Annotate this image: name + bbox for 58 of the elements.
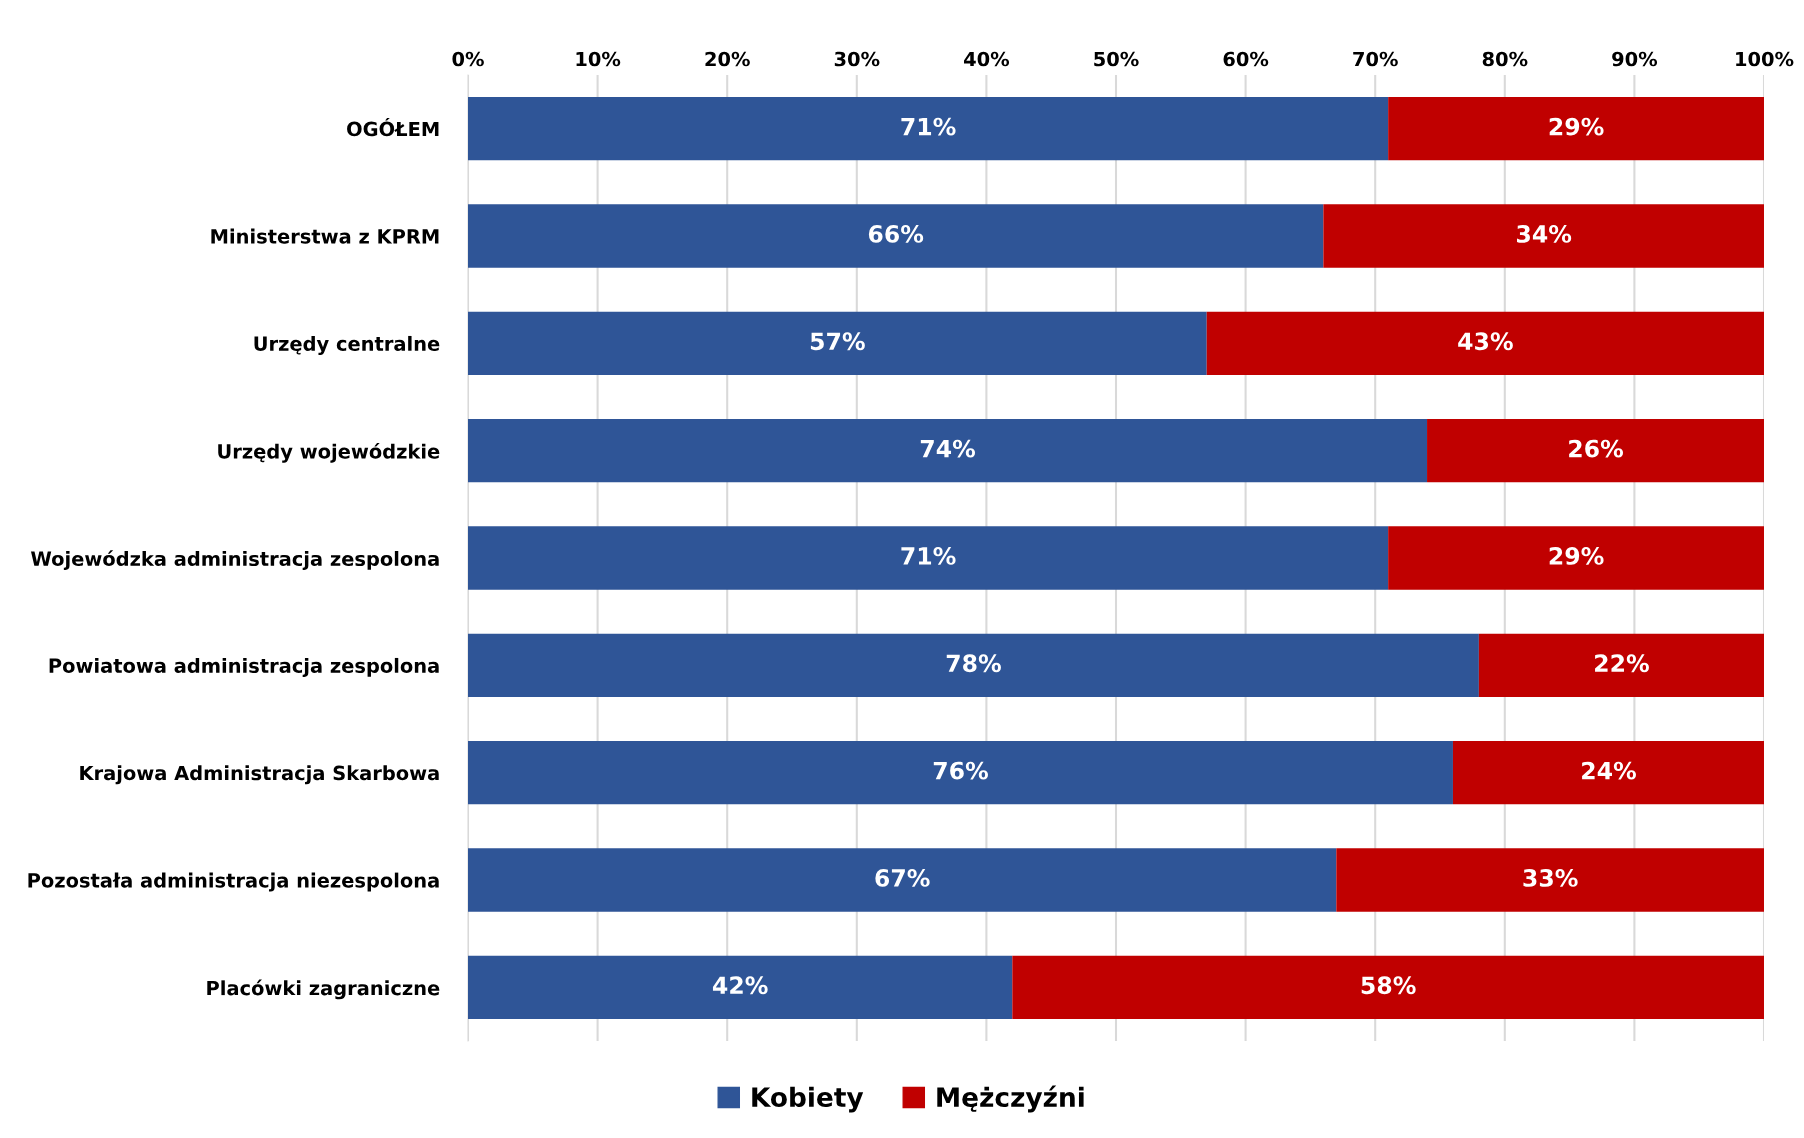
bar [468,204,1324,268]
bar [468,311,1207,375]
text: 58% [1361,976,1416,995]
x-tick-label: 0% [452,51,484,67]
bar [468,526,1389,590]
x-tick-label: 30% [834,51,880,67]
text: 29% [1549,117,1604,136]
text: 24% [1582,761,1636,780]
text: 74% [920,439,976,458]
y-tick-label: OGÓŁEM [347,118,439,137]
y-tick-label: Wojewódzka administracja zespolona [30,550,439,570]
bar [1388,97,1764,161]
bar [468,848,1337,912]
text: 76% [933,761,988,780]
bar [1478,633,1764,697]
bar [1427,419,1764,483]
bar [1388,526,1764,590]
text: 26% [1569,439,1624,458]
y-tick-label: Placówki zagraniczne [207,979,440,1000]
text: 67% [875,868,930,887]
y-tick-label: Urzędy centralne [254,335,440,355]
text: 42% [712,976,768,995]
text: 78% [946,654,1001,673]
text: 71% [901,117,956,136]
x-tick-label: 60% [1223,51,1269,67]
x-tick-label: 10% [576,51,621,67]
x-tick-label: 40% [964,51,1010,67]
bar [1452,741,1764,805]
legend-label: Kobiety [752,1086,864,1113]
bar [468,419,1428,483]
text: 57% [810,332,865,351]
bar [1336,848,1764,912]
text: 34% [1517,224,1572,243]
bar [468,955,1013,1019]
bar [468,633,1479,697]
bar [468,97,1389,161]
bar [1206,311,1764,375]
text: 29% [1549,546,1604,565]
x-tick-label: 50% [1094,51,1139,67]
y-tick-label: Ministerstwa z KPRM [211,228,439,244]
x-tick-label: 80% [1482,51,1528,67]
text: 22% [1595,654,1649,673]
bar [468,741,1453,805]
bar [1323,204,1764,268]
text: 71% [901,546,956,565]
legend-label: Mężczyźni [937,1085,1084,1113]
text: 33% [1523,868,1578,887]
x-tick-label: 100% [1736,51,1794,67]
y-tick-label: Krajowa Administracja Skarbowa [80,765,439,785]
x-tick-label: 70% [1353,51,1398,67]
bar [1012,955,1764,1019]
text: 66% [868,224,924,243]
y-tick-label: Powiatowa administracja zespolona [49,657,439,677]
y-tick-label: Pozostała administracja niezespolona [28,872,439,892]
x-tick-label: 90% [1612,51,1658,67]
x-tick-label: 20% [705,51,750,67]
y-tick-label: Urzędy wojewódzkie [218,442,440,463]
text: 43% [1458,332,1513,351]
